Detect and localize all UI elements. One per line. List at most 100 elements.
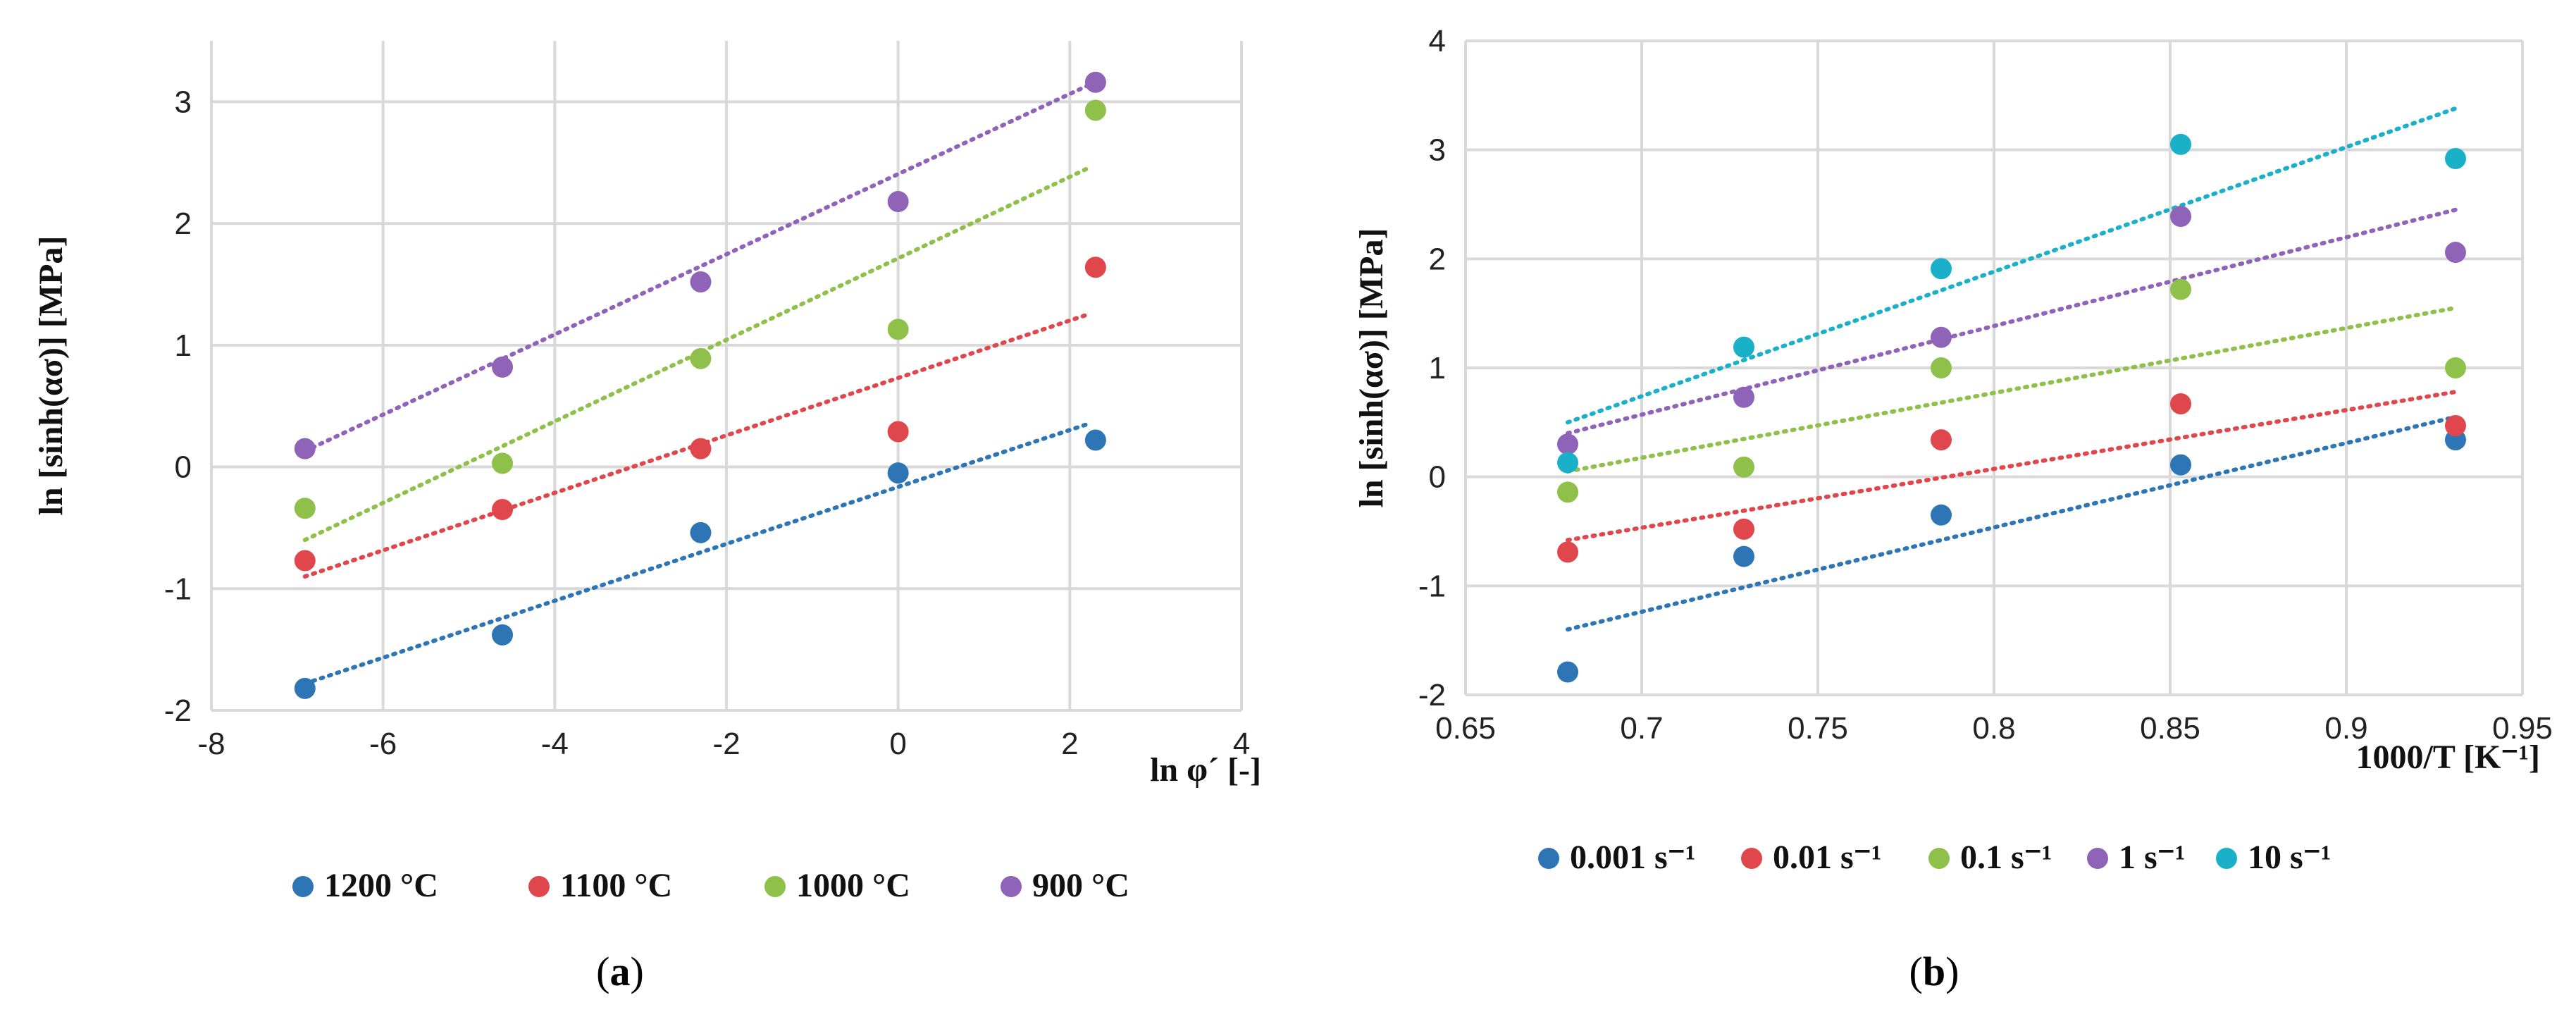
trendline — [1566, 390, 2458, 543]
data-point — [1931, 357, 1952, 378]
data-point — [690, 438, 712, 459]
data-point — [1557, 541, 1578, 563]
trendline — [1566, 106, 2458, 425]
legend-entry: 0.001 s⁻¹ — [1570, 839, 1695, 876]
data-point — [1931, 504, 1952, 526]
data-point — [1557, 661, 1578, 683]
chart-panel-a: -8 -6 -4 -2 0 2 4 -2 -1 0 1 2 3 ln [sinh(ασ)] [MPa] ln… — [32, 41, 1261, 994]
data-point — [2445, 148, 2466, 170]
x-tick-label: -2 — [712, 727, 740, 761]
legend-marker — [2216, 848, 2237, 869]
data-point — [294, 550, 316, 572]
y-tick-label: 0 — [175, 450, 192, 485]
data-point — [492, 452, 514, 474]
legend-entry: 900 °C — [1032, 867, 1129, 904]
y-tick-label: -2 — [164, 693, 192, 728]
trendline — [302, 83, 1089, 454]
data-point — [1557, 452, 1578, 474]
legend-marker — [1741, 848, 1762, 869]
y-tick-label: 3 — [175, 85, 192, 119]
legend-marker — [764, 876, 786, 897]
x-tick-label: 0.7 — [1620, 711, 1663, 746]
caption-letter: a — [610, 949, 631, 994]
data-point — [2445, 242, 2466, 264]
data-point — [294, 677, 316, 699]
legend-marker — [528, 876, 550, 897]
data-point — [1084, 429, 1106, 451]
data-point — [294, 438, 316, 459]
data-point — [1733, 545, 1754, 567]
y-axis-label: ln [sinh(ασ)] [MPa] — [32, 236, 70, 516]
data-point — [1084, 71, 1106, 93]
legend-marker — [1538, 848, 1559, 869]
data-point — [887, 319, 909, 340]
x-tick-label: 0 — [889, 727, 906, 761]
data-point — [2170, 454, 2191, 476]
data-point — [1084, 99, 1106, 121]
legend-entry: 0.1 s⁻¹ — [1960, 839, 2052, 876]
legend-entry: 10 s⁻¹ — [2248, 839, 2331, 876]
caption-paren: ( — [596, 949, 609, 994]
legend-marker — [2087, 848, 2108, 869]
legend-entry: 0.01 s⁻¹ — [1773, 839, 1881, 876]
legend-marker — [1928, 848, 1950, 869]
chart-panel-b: 0.65 0.7 0.75 0.8 0.85 0.9 0.95 -2 -1 0 1 2 3 4 ln [si… — [1353, 24, 2553, 994]
y-tick-label: 3 — [1429, 133, 1446, 168]
data-point — [294, 498, 316, 519]
data-point — [492, 624, 514, 646]
x-axis-label: 1000/T [K⁻¹] — [2355, 739, 2540, 776]
x-tick-label: 0.85 — [2140, 711, 2200, 746]
y-tick-label: 4 — [1429, 24, 1446, 58]
x-tick-label: -8 — [197, 727, 225, 761]
legend-marker — [1001, 876, 1022, 897]
data-point — [1931, 326, 1952, 348]
data-point — [492, 499, 514, 520]
panel-caption: (a) — [596, 949, 644, 994]
trendline — [1566, 305, 2458, 474]
data-point — [887, 462, 909, 484]
y-axis-label: ln [sinh(ασ)] [MPa] — [1353, 228, 1390, 508]
data-point — [1557, 433, 1578, 455]
legend-marker — [292, 876, 314, 897]
x-tick-label: -4 — [541, 727, 569, 761]
data-point — [690, 522, 712, 543]
x-tick-label: 2 — [1061, 727, 1078, 761]
x-tick-label: 4 — [1233, 727, 1250, 761]
y-tick-label: -1 — [164, 572, 192, 606]
y-tick-label: 2 — [175, 206, 192, 241]
caption-paren: ( — [1909, 949, 1923, 994]
data-point — [2170, 206, 2191, 228]
trendline — [302, 422, 1089, 686]
data-point — [1733, 386, 1754, 408]
data-point — [1084, 257, 1106, 278]
panel-caption: (b) — [1909, 949, 1959, 994]
caption-paren: ) — [1945, 949, 1959, 994]
legend-entry: 1100 °C — [560, 867, 672, 904]
y-tick-label: 2 — [1429, 242, 1446, 276]
x-tick-label: -6 — [369, 727, 397, 761]
x-axis-label: ln φ´ [-] — [1150, 751, 1261, 789]
legend-entry: 1200 °C — [324, 867, 438, 904]
data-point — [2170, 278, 2191, 300]
data-point — [690, 271, 712, 292]
data-point — [690, 347, 712, 369]
caption-paren: ) — [631, 949, 644, 994]
data-point — [1931, 429, 1952, 451]
trendline — [1566, 414, 2458, 632]
x-tick-label: 0.75 — [1788, 711, 1848, 746]
legend-entry: 1 s⁻¹ — [2119, 839, 2185, 876]
data-point — [1733, 336, 1754, 358]
x-tick-label: 0.8 — [1972, 711, 2015, 746]
x-tick-label: 0.95 — [2492, 711, 2553, 746]
data-point — [2445, 357, 2466, 378]
x-tick-label: 0.9 — [2324, 711, 2367, 746]
data-point — [2170, 393, 2191, 415]
data-point — [2170, 133, 2191, 155]
data-point — [1931, 258, 1952, 280]
y-tick-label: 1 — [175, 328, 192, 363]
data-point — [1733, 518, 1754, 540]
y-tick-label: -2 — [1418, 678, 1446, 712]
data-point — [1733, 456, 1754, 478]
data-point — [1557, 481, 1578, 503]
